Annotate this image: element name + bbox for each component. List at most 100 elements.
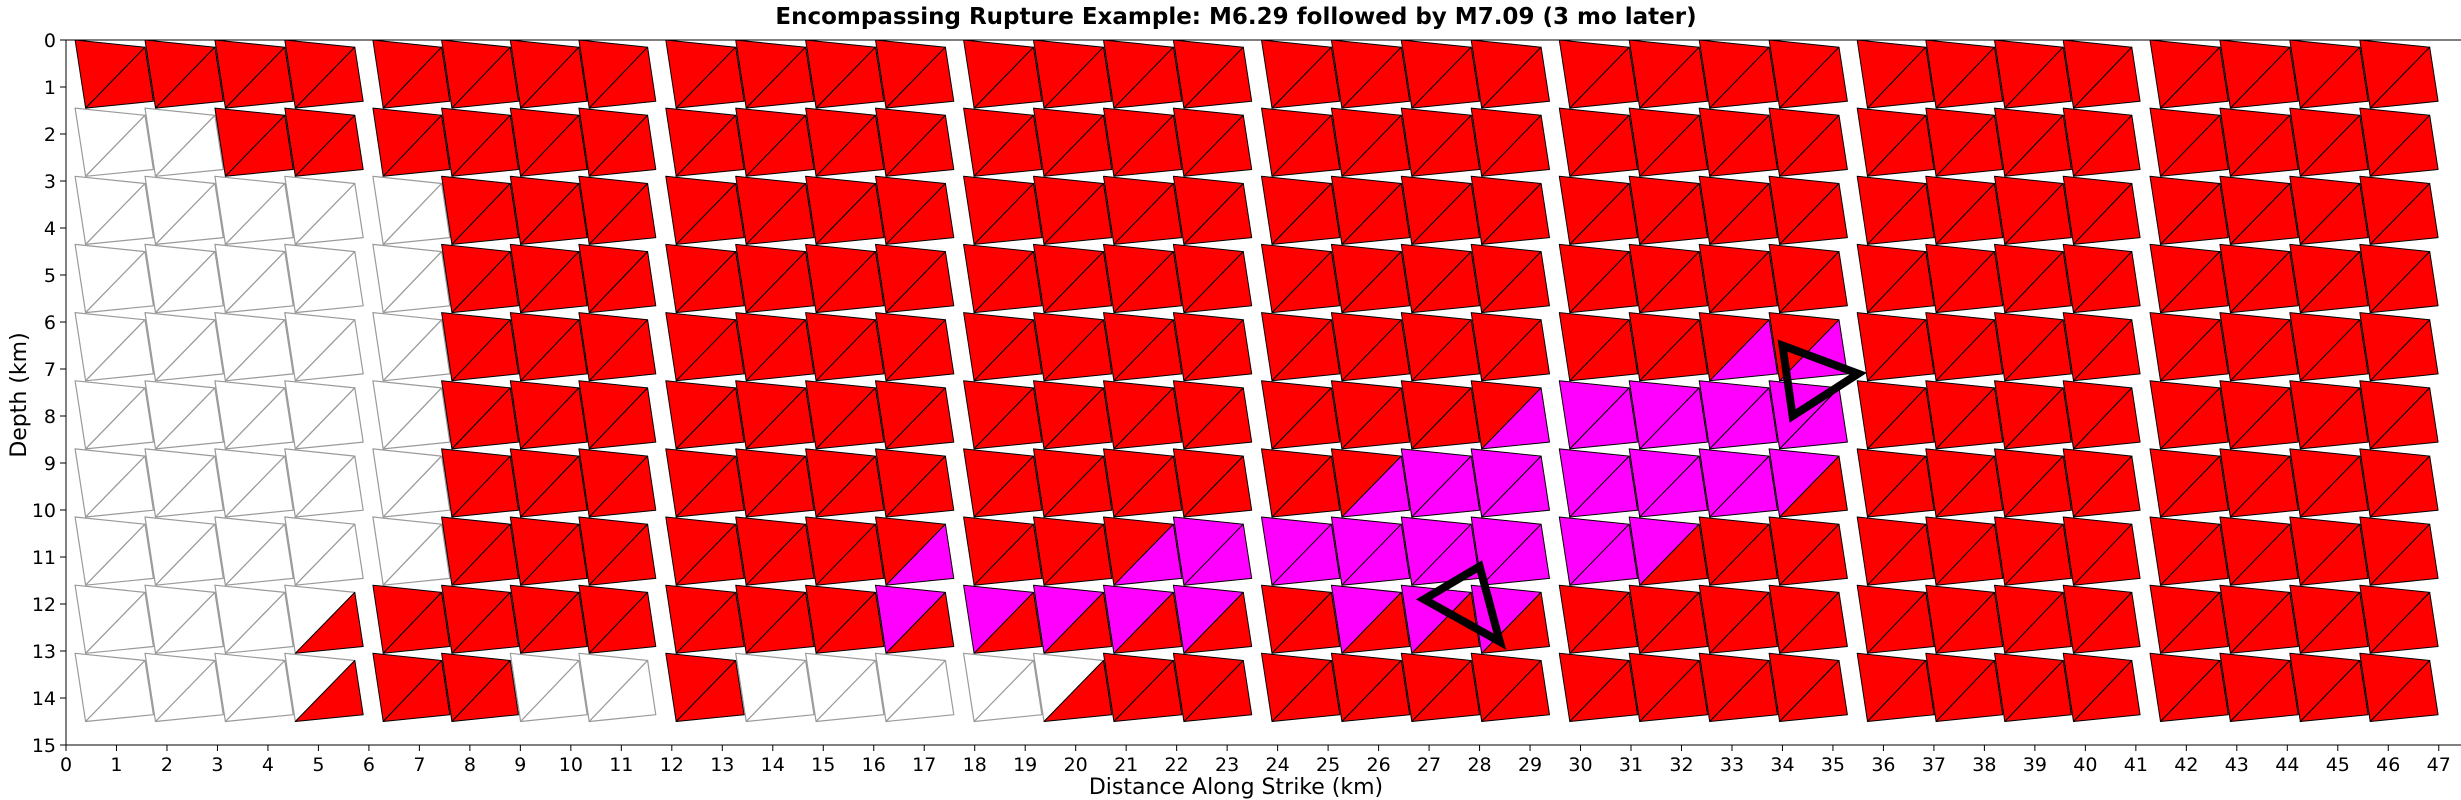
x-tick-label: 31 (1619, 754, 1643, 776)
fault-element-467 (1639, 591, 1709, 654)
x-tick-label: 21 (1114, 754, 1138, 776)
fault-element-431 (1779, 251, 1848, 314)
x-tick-label: 12 (660, 754, 684, 776)
fault-element-337 (1271, 183, 1341, 245)
fault-element-343 (1481, 183, 1550, 245)
fault-element-51 (154, 455, 224, 518)
fault-element-213 (815, 455, 885, 518)
fault-element-457 (1569, 523, 1639, 586)
fault-element-515 (1935, 319, 2004, 382)
y-tick-label: 15 (32, 735, 56, 757)
fault-element-105 (382, 251, 451, 314)
fault-element-81 (382, 46, 451, 109)
fault-element-9 (84, 114, 154, 177)
x-tick-label: 29 (1518, 754, 1542, 776)
fault-element-199 (885, 319, 955, 382)
fault-element-349 (1411, 251, 1481, 314)
y-axis-label: Depth (km) (7, 332, 32, 457)
y-tick-label: 3 (44, 171, 56, 193)
fault-element-365 (1411, 387, 1481, 450)
fault-element-399 (1481, 660, 1550, 722)
fault-element-569 (2160, 114, 2229, 177)
plot-frame (65, 39, 2461, 746)
fault-element-361 (1271, 387, 1341, 450)
fault-element-443 (1639, 387, 1709, 450)
fault-element-159 (588, 659, 657, 723)
fault-element-613 (2299, 455, 2369, 518)
highlighted-element-1 (1415, 560, 1507, 650)
fault-element-99 (451, 183, 519, 245)
fault-element-205 (815, 387, 885, 450)
x-tick-label: 43 (2225, 754, 2249, 776)
fault-element-7 (294, 46, 364, 109)
fault-element-73 (84, 659, 154, 723)
fault-element-475 (1639, 660, 1709, 722)
x-tick-label: 11 (609, 754, 633, 776)
x-axis-label: Distance Along Strike (km) (1089, 775, 1383, 800)
fault-element-35 (154, 319, 224, 382)
fault-element-617 (2160, 523, 2229, 586)
fault-element-93 (520, 114, 588, 177)
fault-element-225 (675, 591, 745, 654)
fault-element-425 (1569, 251, 1639, 314)
fault-element-33 (84, 319, 154, 382)
fault-element-49 (84, 455, 154, 518)
fault-element-185 (675, 251, 745, 314)
fault-element-67 (154, 591, 224, 654)
x-tick-label: 14 (761, 754, 785, 776)
fault-element-5 (224, 46, 294, 109)
x-tick-label: 7 (413, 754, 425, 776)
fault-element-207 (885, 387, 955, 450)
fault-element-197 (815, 319, 885, 382)
fault-element-233 (675, 660, 745, 722)
fault-element-267 (1043, 251, 1113, 314)
fault-element-237 (815, 659, 885, 723)
fault-element-117 (520, 319, 588, 382)
fault-element-39 (294, 319, 364, 382)
x-tick-label: 35 (1821, 754, 1845, 776)
fault-element-589 (2299, 251, 2369, 314)
fault-element-311 (1183, 591, 1253, 654)
x-tick-label: 0 (60, 754, 72, 776)
x-tick-label: 3 (211, 754, 223, 776)
x-tick-label: 33 (1720, 754, 1744, 776)
x-tick-label: 18 (963, 754, 987, 776)
fault-element-303 (1183, 523, 1253, 586)
fault-element-583 (2369, 183, 2439, 245)
x-tick-label: 39 (2023, 754, 2047, 776)
fault-element-621 (2299, 523, 2369, 586)
fault-element-133 (520, 455, 588, 518)
fault-element-43 (154, 387, 224, 450)
fault-element-373 (1411, 455, 1481, 518)
y-tick-label: 7 (44, 359, 56, 381)
fault-element-429 (1709, 251, 1778, 314)
x-tick-label: 19 (1013, 754, 1037, 776)
fault-element-287 (1183, 387, 1253, 450)
fault-element-587 (2229, 251, 2299, 314)
fault-element-635 (2229, 660, 2299, 722)
fault-element-193 (675, 319, 745, 382)
fault-element-181 (815, 183, 885, 245)
fault-element-487 (2073, 46, 2141, 109)
fault-element-409 (1569, 114, 1639, 177)
fault-element-333 (1411, 114, 1481, 177)
fault-element-63 (294, 523, 364, 586)
fault-element-89 (382, 114, 451, 177)
fault-element-1 (85, 46, 154, 109)
fault-element-497 (1867, 183, 1935, 245)
fault-element-493 (2004, 114, 2072, 177)
fault-element-507 (1935, 251, 2004, 314)
fault-element-307 (1043, 591, 1113, 654)
fault-element-77 (224, 659, 294, 723)
fault-element-397 (1411, 660, 1481, 722)
fault-element-85 (520, 46, 588, 109)
x-tick-label: 8 (464, 754, 476, 776)
fault-element-151 (588, 591, 657, 654)
y-tick-label: 14 (32, 688, 56, 710)
fault-element-201 (675, 387, 745, 450)
fault-element-27 (154, 251, 224, 314)
fault-element-223 (885, 523, 955, 586)
fault-element-165 (815, 46, 885, 109)
fault-element-563 (2229, 46, 2299, 109)
y-tick-label: 13 (32, 641, 56, 663)
